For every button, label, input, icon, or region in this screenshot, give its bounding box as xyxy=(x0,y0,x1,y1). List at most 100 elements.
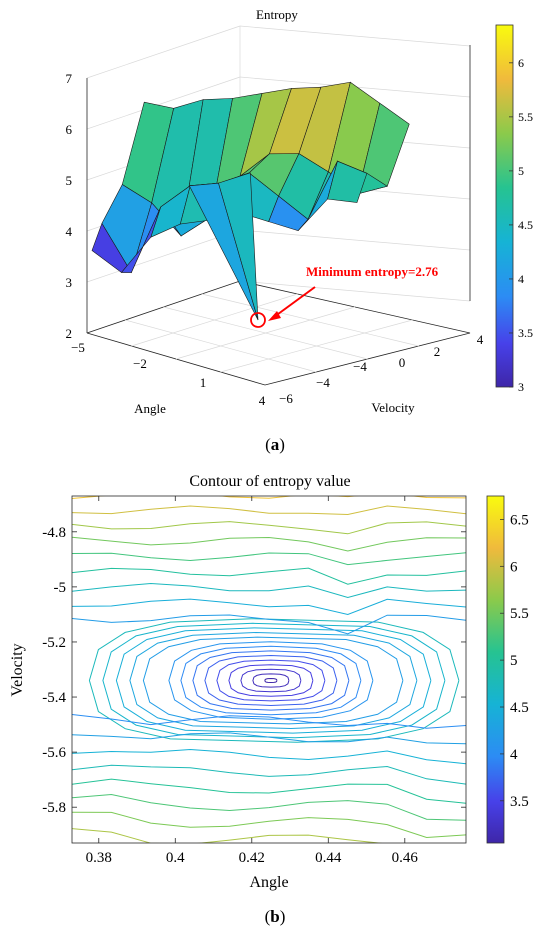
contour-line xyxy=(72,811,466,839)
velocity-tick-label: −4 xyxy=(316,375,330,390)
contour-line xyxy=(228,664,314,697)
panel-label-a: (a) xyxy=(265,435,285,454)
velocity-tick-label: 2 xyxy=(434,344,441,359)
y-tick-label: -5.2 xyxy=(42,635,66,651)
surface-chart: Entropy 2 3 4 5 6 7 −5 −2 1 4 −6 −4 −4 0 2 4 Angle Ve… xyxy=(66,7,534,416)
contour-line xyxy=(192,650,350,711)
contour-line xyxy=(72,598,466,616)
contour-line xyxy=(72,793,466,821)
contour-line xyxy=(72,521,466,535)
minimum-marker xyxy=(250,312,266,328)
contour-line xyxy=(72,614,466,635)
velocity-tick-label: 0 xyxy=(399,355,406,370)
z-tick-label: 2 xyxy=(66,326,73,341)
colorbar-a-tick-label: 3 xyxy=(518,380,524,394)
y-tick-label: -5.8 xyxy=(42,800,66,816)
contour-line xyxy=(240,668,302,693)
z-tick-label: 5 xyxy=(66,173,73,188)
floor-outline xyxy=(86,280,471,386)
x-tick-label: 0.44 xyxy=(315,850,342,866)
angle-tick-label: −5 xyxy=(71,340,85,355)
contour-line xyxy=(252,673,290,688)
x-tick-label: 0.42 xyxy=(239,850,265,866)
contour-line xyxy=(72,714,466,729)
contour-line xyxy=(180,645,362,716)
contour-line xyxy=(168,641,374,720)
velocity-tick-label: 4 xyxy=(477,332,484,347)
contour-line xyxy=(102,622,446,739)
surface-title: Entropy xyxy=(256,7,298,22)
contour-line xyxy=(72,567,466,585)
colorbar-a-tick-label: 4.5 xyxy=(518,218,533,232)
floor-grid-line xyxy=(201,293,419,347)
colorbar-b-tick-label: 6.5 xyxy=(510,512,529,528)
contour-line xyxy=(72,536,466,552)
colorbar-b-tick-label: 4 xyxy=(510,747,518,763)
panel-label-b: (b) xyxy=(264,907,286,926)
y-tick-label: -5 xyxy=(54,580,67,596)
back-grid-line xyxy=(239,25,471,47)
floor-grid-line xyxy=(163,306,368,360)
back-grid-line xyxy=(86,25,241,79)
contour-line xyxy=(72,732,466,745)
angle-axis-label: Angle xyxy=(134,401,166,416)
surface-patch xyxy=(218,172,259,321)
x-tick-label: 0.46 xyxy=(392,850,419,866)
angle-tick-label: 4 xyxy=(259,393,266,408)
contour-line xyxy=(204,654,338,707)
contour-frame xyxy=(71,495,467,844)
back-grid-line xyxy=(86,76,241,130)
contour-line xyxy=(88,618,460,743)
x-tick-label: 0.38 xyxy=(86,850,112,866)
back-grid-line xyxy=(239,229,471,251)
contour-x-label: Angle xyxy=(249,874,288,891)
colorbar-b xyxy=(486,495,505,844)
annotation-arrowhead xyxy=(268,311,281,321)
colorbar-a-tick-label: 4 xyxy=(518,272,524,286)
colorbar-b-ticks: 3.5 4 4.5 5 5.5 6 6.5 xyxy=(500,512,529,810)
contour-line xyxy=(72,552,466,566)
velocity-tick-labels: −6 −4 −4 0 2 4 xyxy=(279,332,484,406)
surface-patch xyxy=(327,160,368,203)
contour-line xyxy=(216,659,326,702)
contour-lines xyxy=(72,496,466,843)
contour-line xyxy=(142,636,404,725)
contour-line xyxy=(72,828,383,843)
minimum-annotation: Minimum entropy=2.76 xyxy=(306,264,439,279)
contour-chart: Contour of entropy value 0.38 0.4 0.42 0.44… xyxy=(9,473,529,891)
contour-line xyxy=(115,627,432,734)
angle-tick-label: −2 xyxy=(133,356,147,371)
contour-title: Contour of entropy value xyxy=(189,473,350,490)
back-grid-line xyxy=(86,229,241,283)
contour-line xyxy=(72,582,466,599)
y-tick-label: -5.6 xyxy=(42,745,66,761)
colorbar-b-tick-label: 4.5 xyxy=(510,700,529,716)
z-tick-label: 6 xyxy=(66,122,73,137)
z-tick-labels: 2 3 4 5 6 7 xyxy=(66,71,73,341)
colorbar-a-ticks: 3 3.5 4 4.5 5 5.5 6 xyxy=(509,56,533,394)
colorbar-a-tick-label: 3.5 xyxy=(518,326,533,340)
contour-y-ticks: -4.8 -5 -5.2 -5.4 -5.6 -5.8 xyxy=(42,525,466,816)
contour-line xyxy=(72,748,466,765)
annotation-arrow xyxy=(273,286,316,318)
surface-patches xyxy=(91,81,410,321)
contour-x-ticks: 0.38 0.4 0.42 0.44 0.46 xyxy=(86,496,419,866)
floor-grid-line xyxy=(220,319,413,373)
z-tick-label: 7 xyxy=(66,71,73,86)
back-grid-line xyxy=(239,280,471,302)
z-tick-label: 4 xyxy=(66,224,73,239)
y-tick-label: -5.4 xyxy=(42,690,66,706)
contour-line xyxy=(129,631,418,730)
colorbar-a-tick-label: 5 xyxy=(518,164,524,178)
z-tick-label: 3 xyxy=(66,275,73,290)
y-tick-label: -4.8 xyxy=(42,525,66,541)
angle-tick-label: 1 xyxy=(200,375,207,390)
contour-line xyxy=(72,505,466,516)
colorbar-a xyxy=(495,24,514,388)
contour-line xyxy=(72,496,466,499)
colorbar-b-tick-label: 6 xyxy=(510,559,518,575)
velocity-tick-label: −6 xyxy=(279,391,293,406)
contour-line xyxy=(264,677,278,684)
colorbar-b-tick-label: 5.5 xyxy=(510,606,529,622)
